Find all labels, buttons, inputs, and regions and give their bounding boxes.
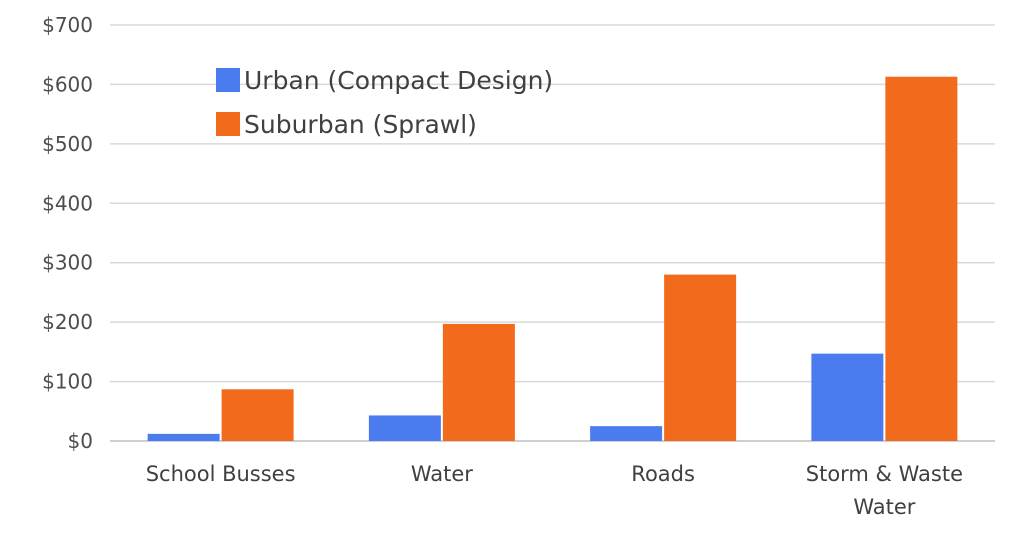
legend-label: Suburban (Sprawl) [244, 110, 477, 139]
y-tick-label: $400 [42, 191, 93, 215]
bar-urban [811, 353, 884, 441]
x-axis: School Busses Water Roads Storm & Waste Wate… [146, 462, 963, 519]
x-category-label: Roads [631, 462, 695, 486]
legend-swatch [216, 68, 240, 92]
y-tick-label: $0 [68, 429, 93, 453]
x-category-label: School Busses [146, 462, 296, 486]
y-tick-label: $100 [42, 370, 93, 394]
y-tick-label: $600 [42, 72, 93, 96]
bar-urban [590, 426, 663, 441]
y-tick-label: $700 [42, 13, 93, 37]
x-category-label: Water [411, 462, 473, 486]
x-category-label: Water [853, 495, 915, 519]
bars [147, 76, 958, 442]
legend: Urban (Compact Design) Suburban (Sprawl) [216, 66, 553, 139]
bar-urban [147, 433, 220, 441]
gridlines [110, 24, 995, 442]
y-tick-label: $200 [42, 310, 93, 334]
y-tick-label: $500 [42, 132, 93, 156]
y-tick-label: $300 [42, 251, 93, 275]
bar-urban [368, 415, 441, 441]
bar-suburban [664, 274, 737, 441]
y-axis: $0 $100 $200 $300 $400 $500 $600 $700 [42, 13, 93, 453]
legend-label: Urban (Compact Design) [244, 66, 553, 95]
x-category-label: Storm & Waste [806, 462, 963, 486]
bar-suburban [221, 389, 294, 441]
legend-swatch [216, 112, 240, 136]
bar-suburban [442, 323, 515, 441]
bar-suburban [885, 76, 958, 442]
